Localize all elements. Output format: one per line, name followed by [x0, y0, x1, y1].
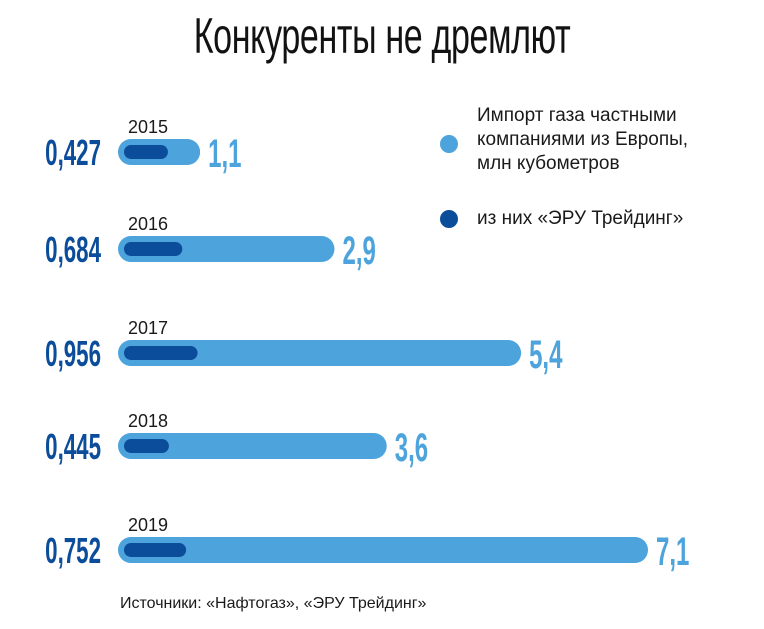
- data-label-total: 2,9: [342, 228, 375, 273]
- data-label-eru: 0,752: [45, 532, 101, 572]
- bar-eru: [124, 242, 183, 256]
- bar-total: [118, 537, 648, 563]
- bar-total: [118, 433, 387, 459]
- legend-marker-eru: [440, 210, 458, 228]
- legend-label-total-line: млн кубометров: [477, 153, 620, 174]
- legend-label-total: Импорт газа частными компаниями из Европ…: [477, 104, 688, 176]
- tick-label-year: 2016: [128, 214, 168, 234]
- data-label-total: 3,6: [395, 425, 428, 470]
- legend-marker-total: [440, 135, 458, 153]
- data-label-total: 5,4: [529, 332, 563, 377]
- tick-label-year: 2017: [128, 318, 168, 338]
- data-label-eru: 0,445: [45, 428, 101, 468]
- legend-label-total-line: компаниями из Европы,: [477, 129, 689, 150]
- bar-eru: [124, 346, 198, 360]
- source-note: Источники: «Нафтогаз», «ЭРУ Трейдинг»: [120, 595, 427, 612]
- bar-eru: [124, 439, 169, 453]
- data-label-eru: 0,684: [45, 231, 101, 271]
- data-label-eru: 0,427: [45, 134, 101, 174]
- chart-title: Конкуренты не дремлют: [193, 8, 571, 64]
- bar-eru: [124, 543, 187, 557]
- tick-label-year: 2018: [128, 411, 168, 431]
- bar-total: [118, 340, 522, 366]
- tick-label-year: 2015: [128, 117, 168, 137]
- data-label-total: 1,1: [208, 131, 241, 176]
- data-label-total: 7,1: [656, 529, 689, 574]
- legend-label-total-line: Импорт газа частными: [477, 105, 677, 126]
- legend-label-eru: из них «ЭРУ Трейдинг»: [477, 208, 684, 229]
- bar-eru: [124, 145, 168, 159]
- data-label-eru: 0,956: [45, 335, 101, 375]
- tick-label-year: 2019: [128, 515, 168, 535]
